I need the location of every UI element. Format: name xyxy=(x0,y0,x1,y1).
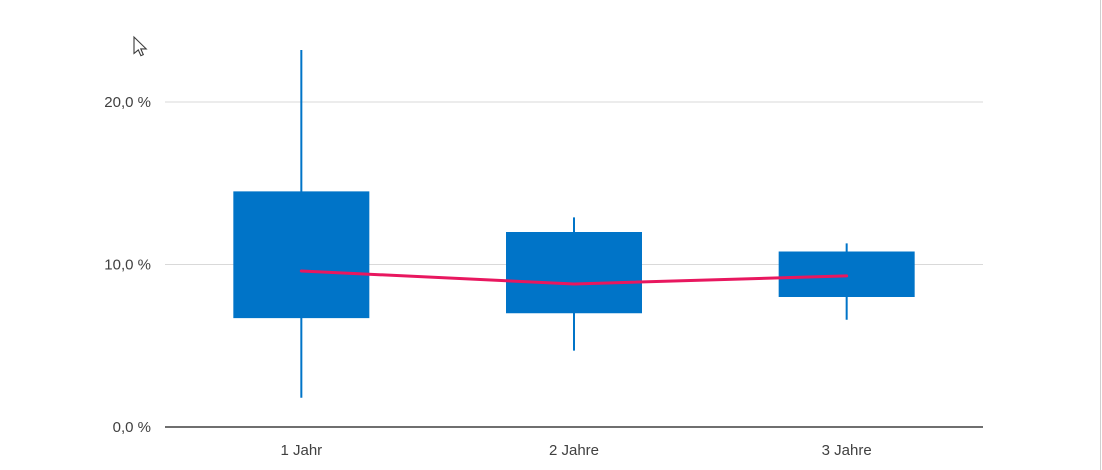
y-tick-label-10pct: 10,0 % xyxy=(104,257,151,274)
x-category-label-3-jahre: 3 Jahre xyxy=(822,442,872,459)
y-tick-label-20pct: 20,0 % xyxy=(104,94,151,111)
trend-line[interactable] xyxy=(299,269,849,286)
x-category-label-2-jahre: 2 Jahre xyxy=(549,442,599,459)
mouse-arrow-cursor xyxy=(133,35,148,57)
x-category-label-1-jahr: 1 Jahr xyxy=(280,442,322,459)
box-1-jahr[interactable] xyxy=(233,191,370,319)
y-tick-label-0pct: 0,0 % xyxy=(113,419,151,436)
box-3-jahre[interactable] xyxy=(778,251,915,298)
box-2-jahre[interactable] xyxy=(506,232,642,314)
